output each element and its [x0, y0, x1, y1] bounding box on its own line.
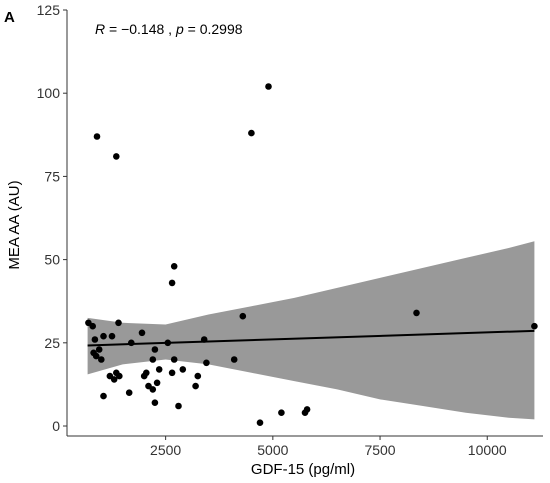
data-point: [113, 153, 120, 160]
panel-label: A: [4, 9, 15, 26]
data-point: [95, 346, 103, 353]
data-point: [164, 339, 172, 347]
data-point: [138, 329, 146, 337]
data-point: [531, 322, 538, 330]
data-point: [115, 319, 122, 327]
data-point: [192, 382, 199, 390]
data-point: [128, 339, 135, 347]
r-value: = −0.148 ,: [105, 21, 176, 37]
data-point: [100, 332, 107, 340]
x-tick-label: 5000: [257, 442, 288, 458]
data-point: [200, 336, 208, 343]
data-point: [149, 386, 157, 393]
x-tick-label: 10000: [468, 442, 507, 458]
data-point: [151, 346, 159, 353]
data-point: [170, 263, 178, 270]
data-point: [143, 369, 150, 377]
x-axis-title: GDF-15 (pg/ml): [251, 461, 355, 478]
data-point: [153, 379, 161, 387]
data-point: [125, 389, 133, 397]
data-point: [248, 129, 255, 137]
confidence-band: [87, 241, 535, 420]
data-point: [175, 402, 182, 410]
data-point: [203, 359, 210, 367]
p-symbol: p: [175, 21, 184, 37]
data-point: [256, 419, 264, 427]
data-point: [278, 409, 285, 417]
x-tick-label: 7500: [364, 442, 395, 458]
data-point: [91, 336, 99, 343]
data-point: [239, 312, 247, 320]
data-point: [151, 399, 159, 407]
data-point: [168, 369, 176, 377]
axes: 2500 5000 7500 10000 0 25 50 75 100 125: [37, 2, 543, 458]
stats-annotation: R = −0.148 , p = 0.2998: [95, 21, 243, 37]
data-point: [179, 366, 187, 373]
y-tick-label: 25: [44, 335, 60, 351]
regression-line: [87, 329, 535, 347]
data-point: [116, 372, 123, 380]
r-symbol: R: [95, 21, 105, 37]
x-tick-label: 2500: [150, 442, 181, 458]
data-point: [230, 356, 238, 363]
data-point: [170, 356, 178, 363]
plot-area: [85, 83, 538, 427]
data-point: [92, 352, 100, 360]
data-point: [265, 83, 272, 90]
data-point: [413, 309, 420, 317]
data-point: [100, 392, 107, 400]
y-tick-label: 100: [37, 85, 61, 101]
y-axis-title: MEA AA (AU): [6, 180, 23, 269]
y-tick-label: 75: [44, 168, 60, 184]
data-point: [194, 372, 202, 380]
data-point: [168, 279, 176, 287]
data-point: [93, 133, 101, 140]
y-tick-label: 125: [37, 2, 61, 18]
y-tick-label: 0: [52, 418, 60, 434]
data-point: [110, 376, 118, 383]
data-point: [303, 406, 311, 413]
data-point: [155, 366, 163, 373]
data-point: [108, 332, 116, 340]
data-point: [149, 356, 157, 363]
p-value: = 0.2998: [184, 21, 243, 37]
y-tick-label: 50: [44, 252, 60, 268]
data-point: [89, 322, 96, 330]
data-point: [98, 356, 105, 363]
